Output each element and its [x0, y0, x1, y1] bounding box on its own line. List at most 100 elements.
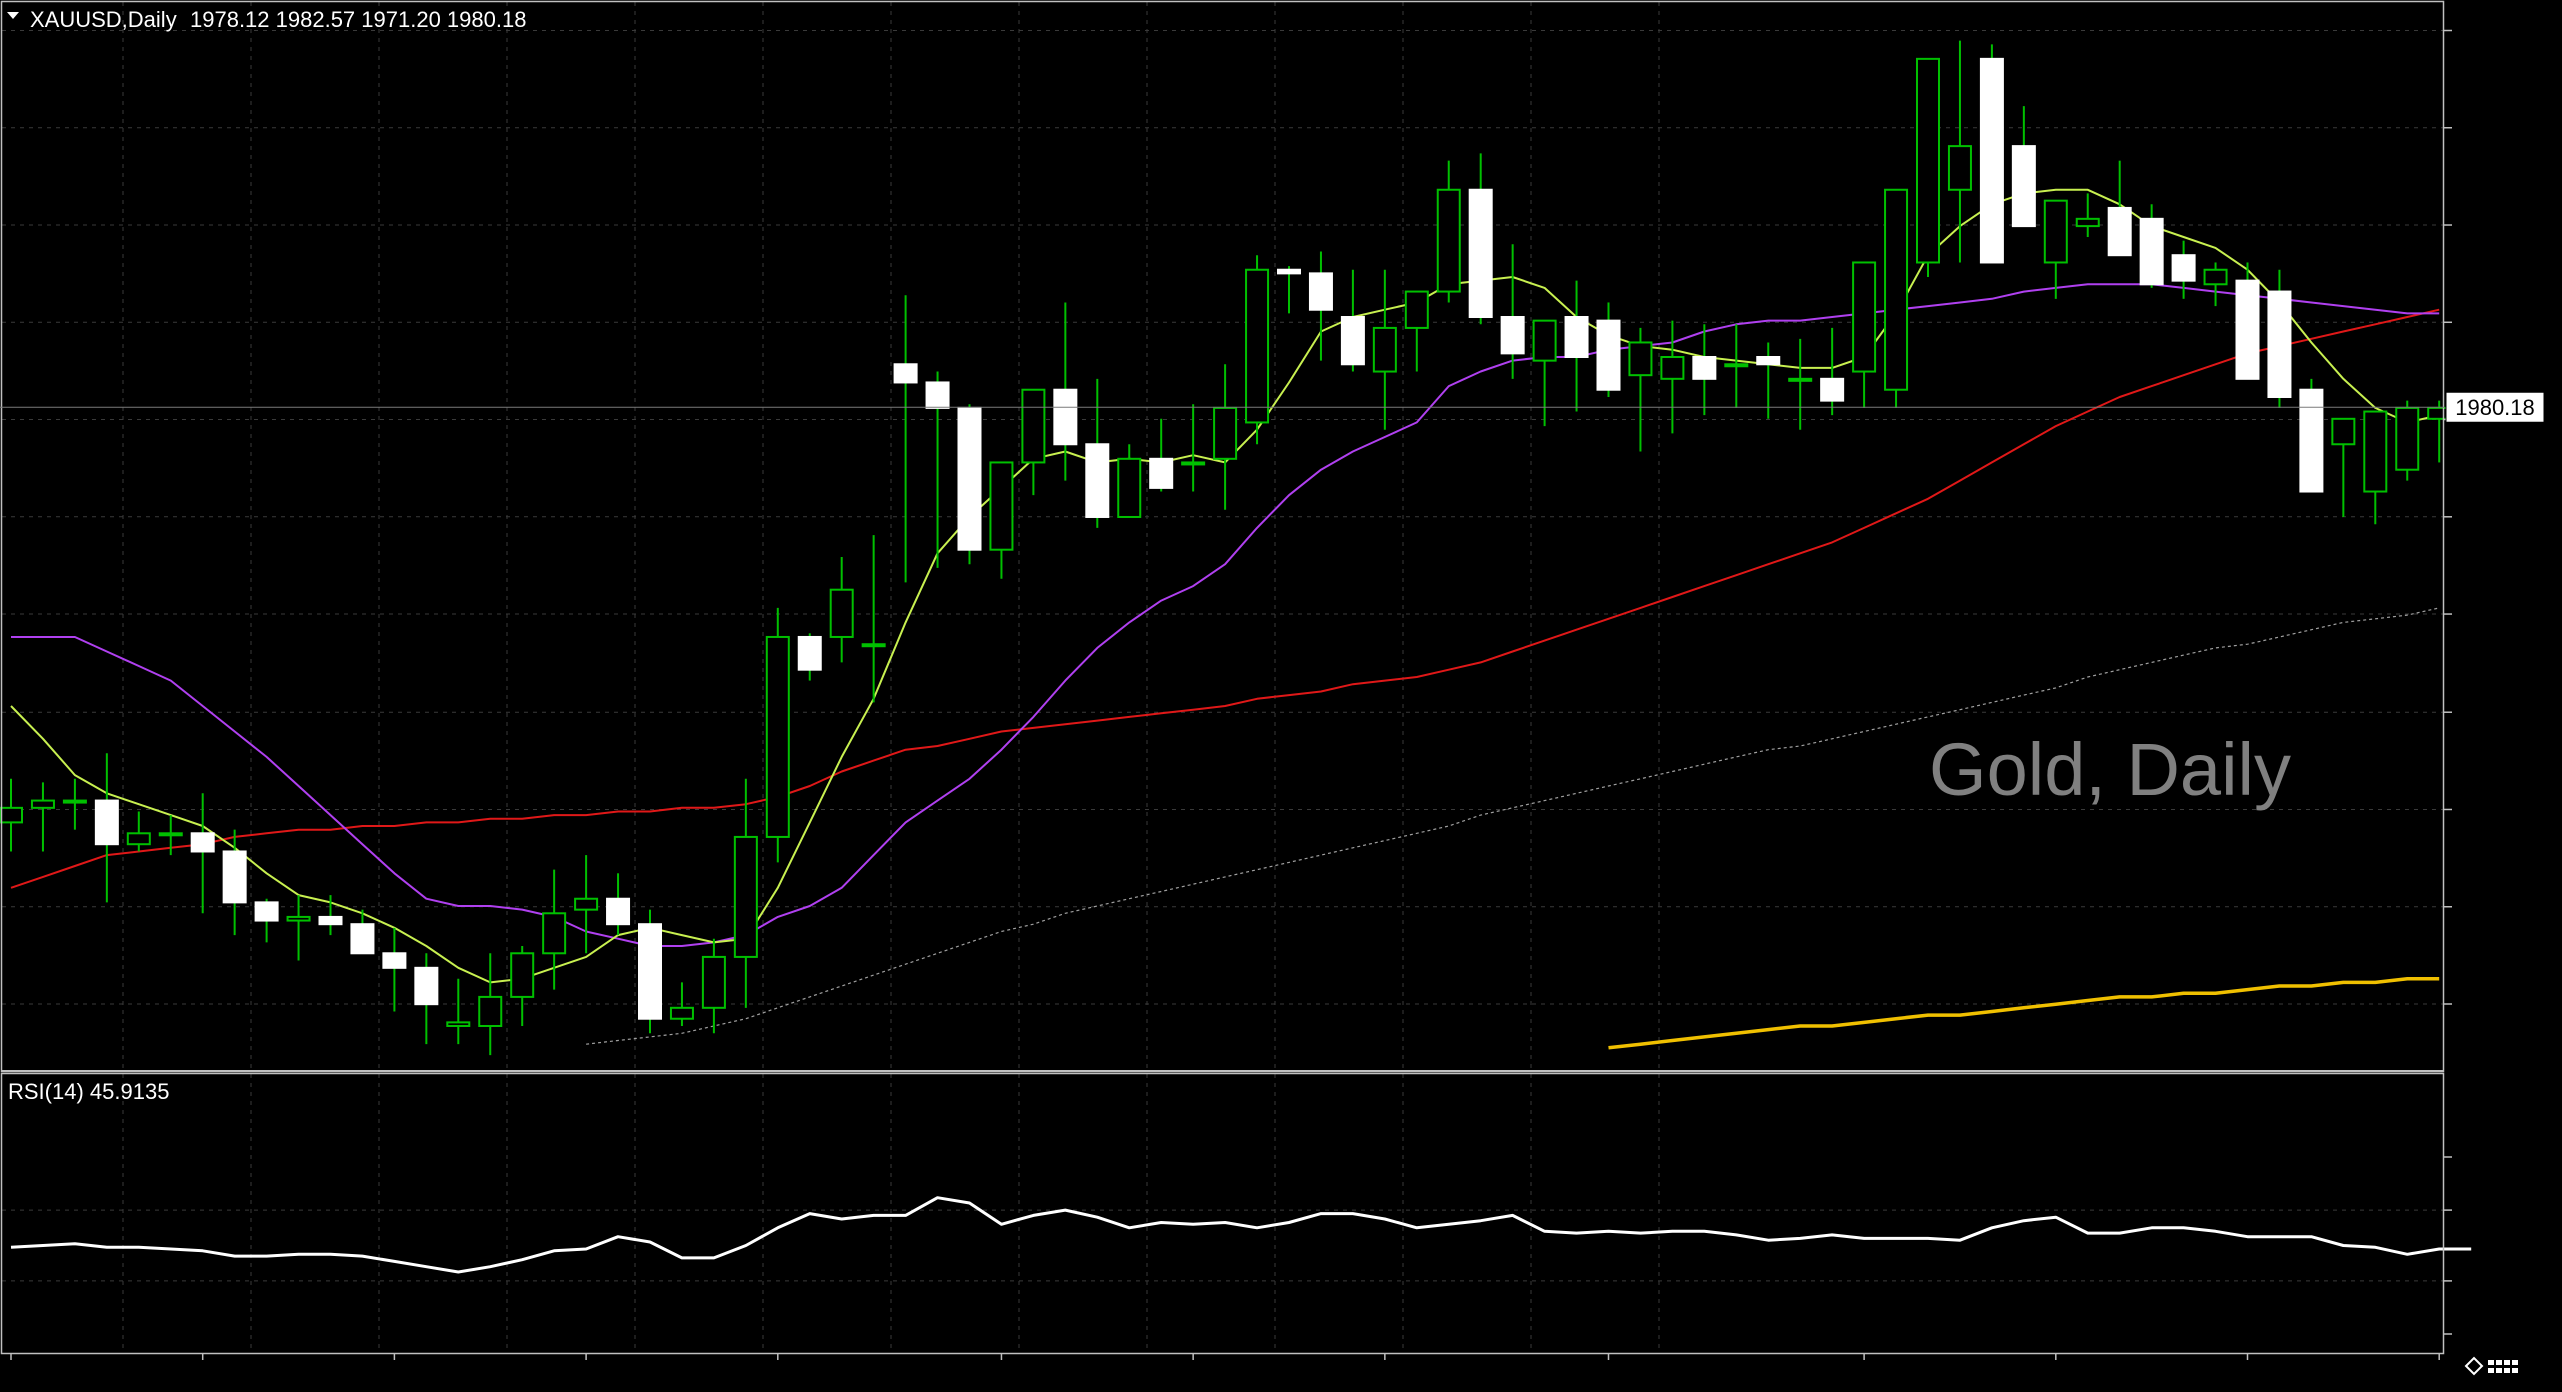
candle [765, 607, 790, 863]
bear-candle-body [1692, 355, 1717, 380]
candle [2171, 240, 2196, 299]
bull-candle-body [574, 897, 599, 911]
candle [478, 953, 503, 1056]
bull-candle-body [1021, 388, 1046, 464]
candle [1820, 327, 1845, 416]
candle [254, 898, 279, 943]
candle [30, 782, 55, 852]
bear-candle-body [797, 635, 822, 671]
bull-candle-body [1436, 188, 1461, 293]
candle [1277, 266, 1301, 314]
bear-candle-body [925, 381, 950, 409]
candle [1340, 269, 1365, 372]
bull-candle-body [126, 832, 151, 846]
chart-header[interactable]: XAUUSD,Daily 1978.12 1982.57 1971.20 198… [7, 7, 526, 32]
bear-candle-body [2011, 145, 2036, 228]
bull-candle-body [1372, 326, 1397, 373]
bear-candle-body [414, 966, 439, 1006]
candle [2267, 269, 2292, 408]
candle [2363, 410, 2388, 525]
candle [1756, 342, 1781, 419]
bear-candle-body [350, 923, 375, 955]
candle [1436, 160, 1461, 303]
current-price-badge: 1980.18 [2445, 391, 2545, 423]
candle [414, 953, 439, 1045]
candle [1916, 57, 1940, 278]
broker-logo [2464, 1356, 2518, 1376]
bull-candle-body [478, 995, 503, 1027]
candle [1852, 261, 1877, 408]
candle [1660, 320, 1685, 434]
candle [829, 556, 854, 663]
bull-candle-body [0, 806, 23, 824]
candle [638, 909, 662, 1034]
bear-candle-body [1468, 188, 1493, 319]
candle [2235, 262, 2260, 380]
bear-candle-body [190, 832, 215, 853]
candle [1181, 404, 1206, 492]
bear-candle-body [1596, 319, 1621, 391]
candle [893, 295, 918, 583]
bull-candle-body [542, 912, 567, 955]
candle [861, 535, 886, 703]
bull-candle-body [62, 799, 87, 804]
candle [989, 461, 1014, 579]
bear-candle-body [318, 915, 343, 926]
candle [94, 753, 119, 903]
candle [1596, 302, 1621, 397]
candle [797, 633, 822, 681]
candle [1532, 319, 1557, 427]
bull-candle-body [2043, 199, 2068, 264]
bull-candle-body [1117, 457, 1142, 518]
bull-candle-body [1916, 57, 1940, 264]
rsi-line [10, 1196, 2472, 1274]
candle [382, 927, 407, 1012]
candle [1245, 255, 1270, 445]
bear-candle-body [1053, 388, 1078, 446]
candle [1947, 40, 1972, 263]
bear-candle-body [1085, 443, 1110, 518]
candle [222, 829, 247, 936]
candle [733, 778, 758, 1008]
bear-candle-body [1308, 272, 1333, 311]
candle [701, 938, 726, 1034]
bear-candle-body [638, 923, 662, 1020]
candle [2331, 417, 2356, 517]
bear-candle-body [957, 406, 982, 551]
candle [1564, 280, 1589, 412]
candle [574, 855, 599, 954]
bull-candle-body [510, 952, 535, 998]
candle [286, 895, 311, 961]
rsi-label: RSI(14) 45.9135 [8, 1079, 169, 1104]
bear-candle-body [2267, 290, 2292, 398]
bull-candle-body [1532, 319, 1557, 362]
candle [2107, 160, 2132, 257]
bull-candle-body [1852, 261, 1877, 373]
bull-candle-body [2395, 406, 2420, 471]
candle [2075, 193, 2100, 238]
candle [318, 895, 343, 936]
candle [1724, 324, 1749, 408]
ma-slow-line [10, 308, 2440, 889]
bear-candle-body [2299, 388, 2324, 493]
bull-candle-body [733, 835, 758, 958]
bull-candle-body [1724, 363, 1749, 368]
candle [190, 793, 215, 914]
candle [1117, 444, 1142, 518]
candle [2043, 199, 2068, 299]
rsi-indicator [10, 1196, 2472, 1274]
bull-candle-body [1884, 188, 1909, 391]
bear-candle-body [1756, 355, 1781, 366]
candle [542, 869, 567, 990]
bull-candle-body [1947, 145, 1972, 191]
bear-candle-body [1277, 268, 1301, 275]
bull-candle-body [829, 588, 854, 638]
candle [0, 778, 23, 852]
bear-candle-body [1500, 316, 1525, 355]
candle [2203, 262, 2228, 307]
caret-down-icon[interactable] [7, 12, 19, 19]
bull-candle-body [2331, 417, 2356, 446]
